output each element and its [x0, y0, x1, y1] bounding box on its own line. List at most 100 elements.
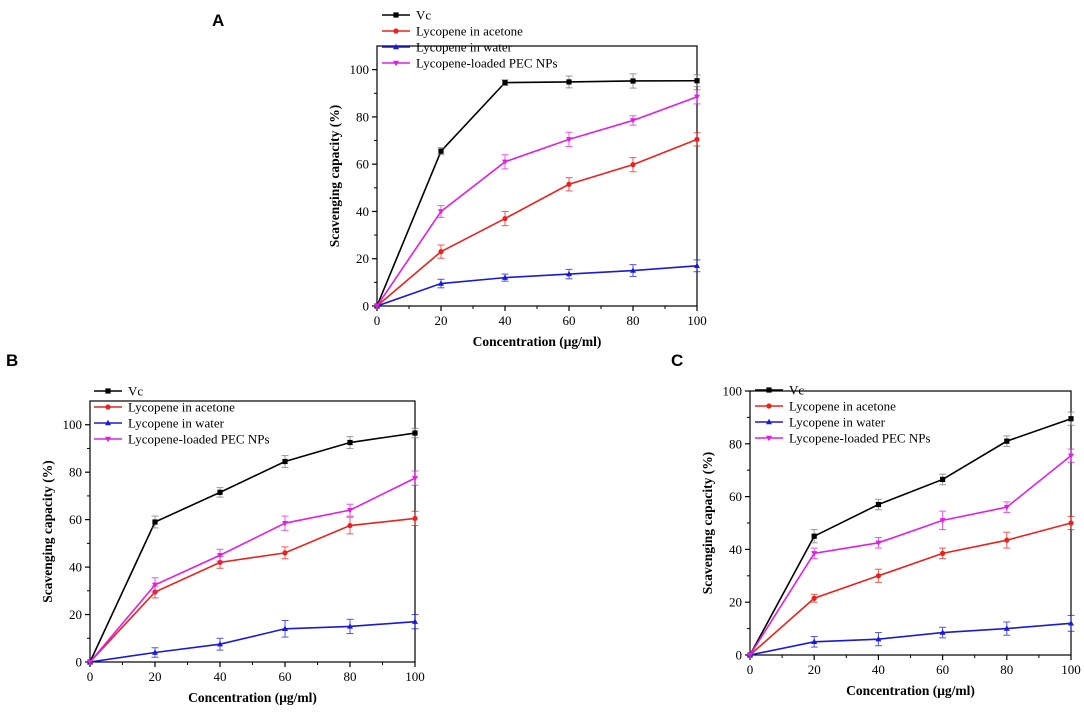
- data-point: [811, 533, 817, 539]
- legend-item: Lycopene in water: [755, 415, 886, 430]
- data-point: [940, 476, 946, 483]
- y-tick-label: 0: [76, 655, 83, 670]
- data-point: [694, 78, 700, 84]
- data-point: [502, 80, 508, 86]
- data-point: [502, 274, 508, 280]
- x-tick-label: 100: [405, 669, 425, 684]
- legend-item: Lycopene in water: [94, 416, 225, 431]
- data-point: [438, 209, 444, 215]
- data-point: [152, 582, 158, 589]
- legend-item: Lycopene in acetone: [94, 400, 235, 415]
- series-vc: [87, 427, 419, 665]
- legend-item: Lycopene-loaded PEC NPs: [94, 432, 270, 447]
- series-line: [376, 79, 698, 307]
- y-tick-label: 60: [356, 157, 369, 172]
- x-tick-label: 40: [214, 669, 227, 684]
- series-lycopene-in-acetone: [87, 510, 419, 665]
- data-point: [152, 519, 158, 525]
- panel-a-x-axis-label: Concentration (μg/ml): [473, 334, 602, 349]
- legend-label: Lycopene in acetone: [128, 400, 235, 415]
- data-point: [940, 550, 946, 556]
- data-point: [282, 458, 288, 465]
- series-line: [89, 432, 416, 663]
- data-point: [566, 137, 572, 143]
- data-point: [566, 270, 572, 277]
- data-point: [566, 181, 572, 187]
- data-point: [630, 162, 636, 168]
- data-point: [1004, 438, 1010, 444]
- legend-marker: [393, 12, 399, 18]
- data-point: [502, 215, 508, 222]
- panel-b-x-axis-label: Concentration (μg/ml): [188, 690, 317, 705]
- panel-a-axes: 0 20 40 60 80 100 0 20 40 60 80 100 Concentration (μ…: [327, 45, 707, 349]
- data-point: [694, 94, 700, 101]
- data-point: [811, 638, 818, 644]
- data-point: [1068, 520, 1074, 526]
- legend-item: Vc: [382, 8, 431, 23]
- data-point: [87, 659, 93, 666]
- legend-label: Vc: [789, 383, 804, 398]
- series-line: [749, 417, 1072, 656]
- series-line: [376, 96, 698, 307]
- y-tick-label: 20: [356, 251, 369, 266]
- legend-label: Lycopene in acetone: [789, 399, 896, 414]
- legend-label: Lycopene-loaded PEC NPs: [416, 56, 558, 71]
- series-line: [89, 620, 416, 663]
- panel-a-series: [374, 73, 701, 310]
- series-line: [376, 138, 698, 307]
- data-point: [217, 553, 223, 559]
- legend-item: Lycopene in acetone: [755, 399, 896, 414]
- data-point: [747, 652, 753, 659]
- panel-c: C 0 20 40 60 80 100 0 20 40 60 80 100 Concentration …: [671, 351, 1081, 698]
- legend-item: Vc: [94, 384, 143, 399]
- data-point: [875, 540, 882, 546]
- data-point: [282, 625, 288, 631]
- legend-label: Lycopene in water: [416, 40, 513, 55]
- data-point: [811, 551, 818, 557]
- panel-a: A 0 20 40 60 80 100 0 20 40 60 80 100 Concentration …: [212, 8, 707, 350]
- y-tick-label: 20: [729, 595, 742, 610]
- x-tick-label: 60: [563, 313, 576, 328]
- y-tick-label: 80: [356, 109, 369, 124]
- y-tick-label: 60: [729, 489, 742, 504]
- legend-item: Lycopene-loaded PEC NPs: [755, 431, 931, 446]
- panel-label-c: C: [671, 351, 683, 370]
- data-point: [630, 78, 636, 84]
- series-line: [749, 522, 1072, 656]
- x-tick-label: 20: [435, 313, 448, 328]
- legend-item: Lycopene-loaded PEC NPs: [382, 56, 558, 71]
- data-point: [694, 262, 700, 269]
- legend-item: Lycopene in water: [382, 40, 513, 55]
- data-point: [875, 573, 882, 579]
- series-line: [89, 477, 416, 663]
- series-line: [376, 265, 698, 307]
- x-tick-label: 80: [344, 669, 357, 684]
- y-tick-label: 100: [350, 62, 370, 77]
- y-tick-label: 0: [736, 648, 743, 663]
- data-point: [217, 641, 223, 647]
- y-tick-label: 100: [63, 417, 83, 432]
- data-point: [875, 501, 881, 508]
- data-point: [412, 618, 418, 624]
- data-point: [412, 515, 418, 522]
- y-tick-label: 80: [729, 436, 742, 451]
- y-tick-label: 20: [69, 607, 82, 622]
- series-vc: [374, 73, 701, 309]
- data-point: [438, 148, 444, 154]
- x-tick-label: 60: [279, 669, 292, 684]
- panel-b-axes: 0 20 40 60 80 100 0 20 40 60 80 100 Concentration (μ…: [40, 400, 425, 705]
- panel-c-axes: 0 20 40 60 80 100 0 20 40 60 80 100 Concentration (μ…: [700, 384, 1081, 699]
- data-point: [566, 79, 572, 85]
- data-point: [152, 649, 158, 655]
- panel-a-plot-frame: [376, 45, 698, 307]
- x-tick-label: 80: [1000, 662, 1013, 677]
- legend-label: Lycopene in water: [789, 415, 886, 430]
- legend-marker: [105, 419, 111, 426]
- series-line: [749, 455, 1072, 656]
- data-point: [282, 520, 288, 527]
- data-point: [875, 635, 882, 642]
- legend-marker: [105, 436, 111, 443]
- data-point: [1003, 625, 1010, 631]
- legend-label: Lycopene in acetone: [416, 24, 523, 39]
